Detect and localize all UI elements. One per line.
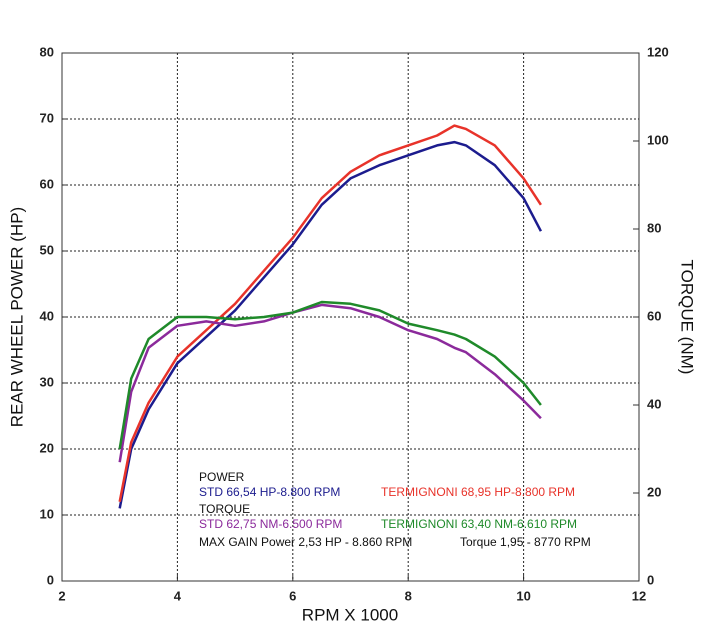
x-tick-label: 12 <box>632 588 646 603</box>
annotation: MAX GAIN Power 2,53 HP - 8.860 RPM <box>199 535 412 549</box>
y2-tick-label: 80 <box>647 220 661 235</box>
y2-tick-label: 40 <box>647 396 661 411</box>
y-tick-label: 60 <box>40 176 54 191</box>
series-line <box>118 300 542 450</box>
y-tick-label: 20 <box>40 440 54 455</box>
legend-entry: STD 62,75 NM-6.500 RPM <box>199 517 342 531</box>
legend-entry: STD 66,54 HP-8.800 RPM <box>199 485 340 499</box>
annotation: Torque 1,95 - 8770 RPM <box>460 535 591 549</box>
y2-tick-label: 0 <box>647 572 654 587</box>
y-tick-label: 40 <box>40 308 54 323</box>
y-tick-label: 0 <box>47 572 54 587</box>
y-tick-label: 80 <box>40 44 54 59</box>
y-tick-label: 30 <box>40 374 54 389</box>
y-tick-label: 10 <box>40 506 54 521</box>
y-tick-label: 50 <box>40 242 54 257</box>
x-tick-label: 4 <box>174 588 182 603</box>
x-axis-label: RPM X 1000 <box>302 605 398 624</box>
series-line <box>118 124 542 503</box>
y2-tick-label: 20 <box>647 484 661 499</box>
y2-axis-label: TORQUE (NM) <box>678 260 697 375</box>
y2-tick-label: 120 <box>647 44 669 59</box>
x-tick-label: 6 <box>289 588 296 603</box>
y-tick-label: 70 <box>40 110 54 125</box>
series-line <box>118 303 542 463</box>
legend-entry: TERMIGNONI 63,40 NM-6.610 RPM <box>381 517 577 531</box>
x-tick-label: 8 <box>405 588 412 603</box>
y2-tick-label: 100 <box>647 132 669 147</box>
legend-entry: TERMIGNONI 68,95 HP-8.800 RPM <box>381 485 575 499</box>
series-line <box>118 140 543 509</box>
x-tick-label: 2 <box>58 588 65 603</box>
y-axis-label: REAR WHEEL POWER (HP) <box>7 207 26 427</box>
y2-tick-label: 60 <box>647 308 661 323</box>
x-tick-label: 10 <box>516 588 530 603</box>
legend-group: TORQUE <box>199 502 250 516</box>
legend-group: POWER <box>199 470 245 484</box>
